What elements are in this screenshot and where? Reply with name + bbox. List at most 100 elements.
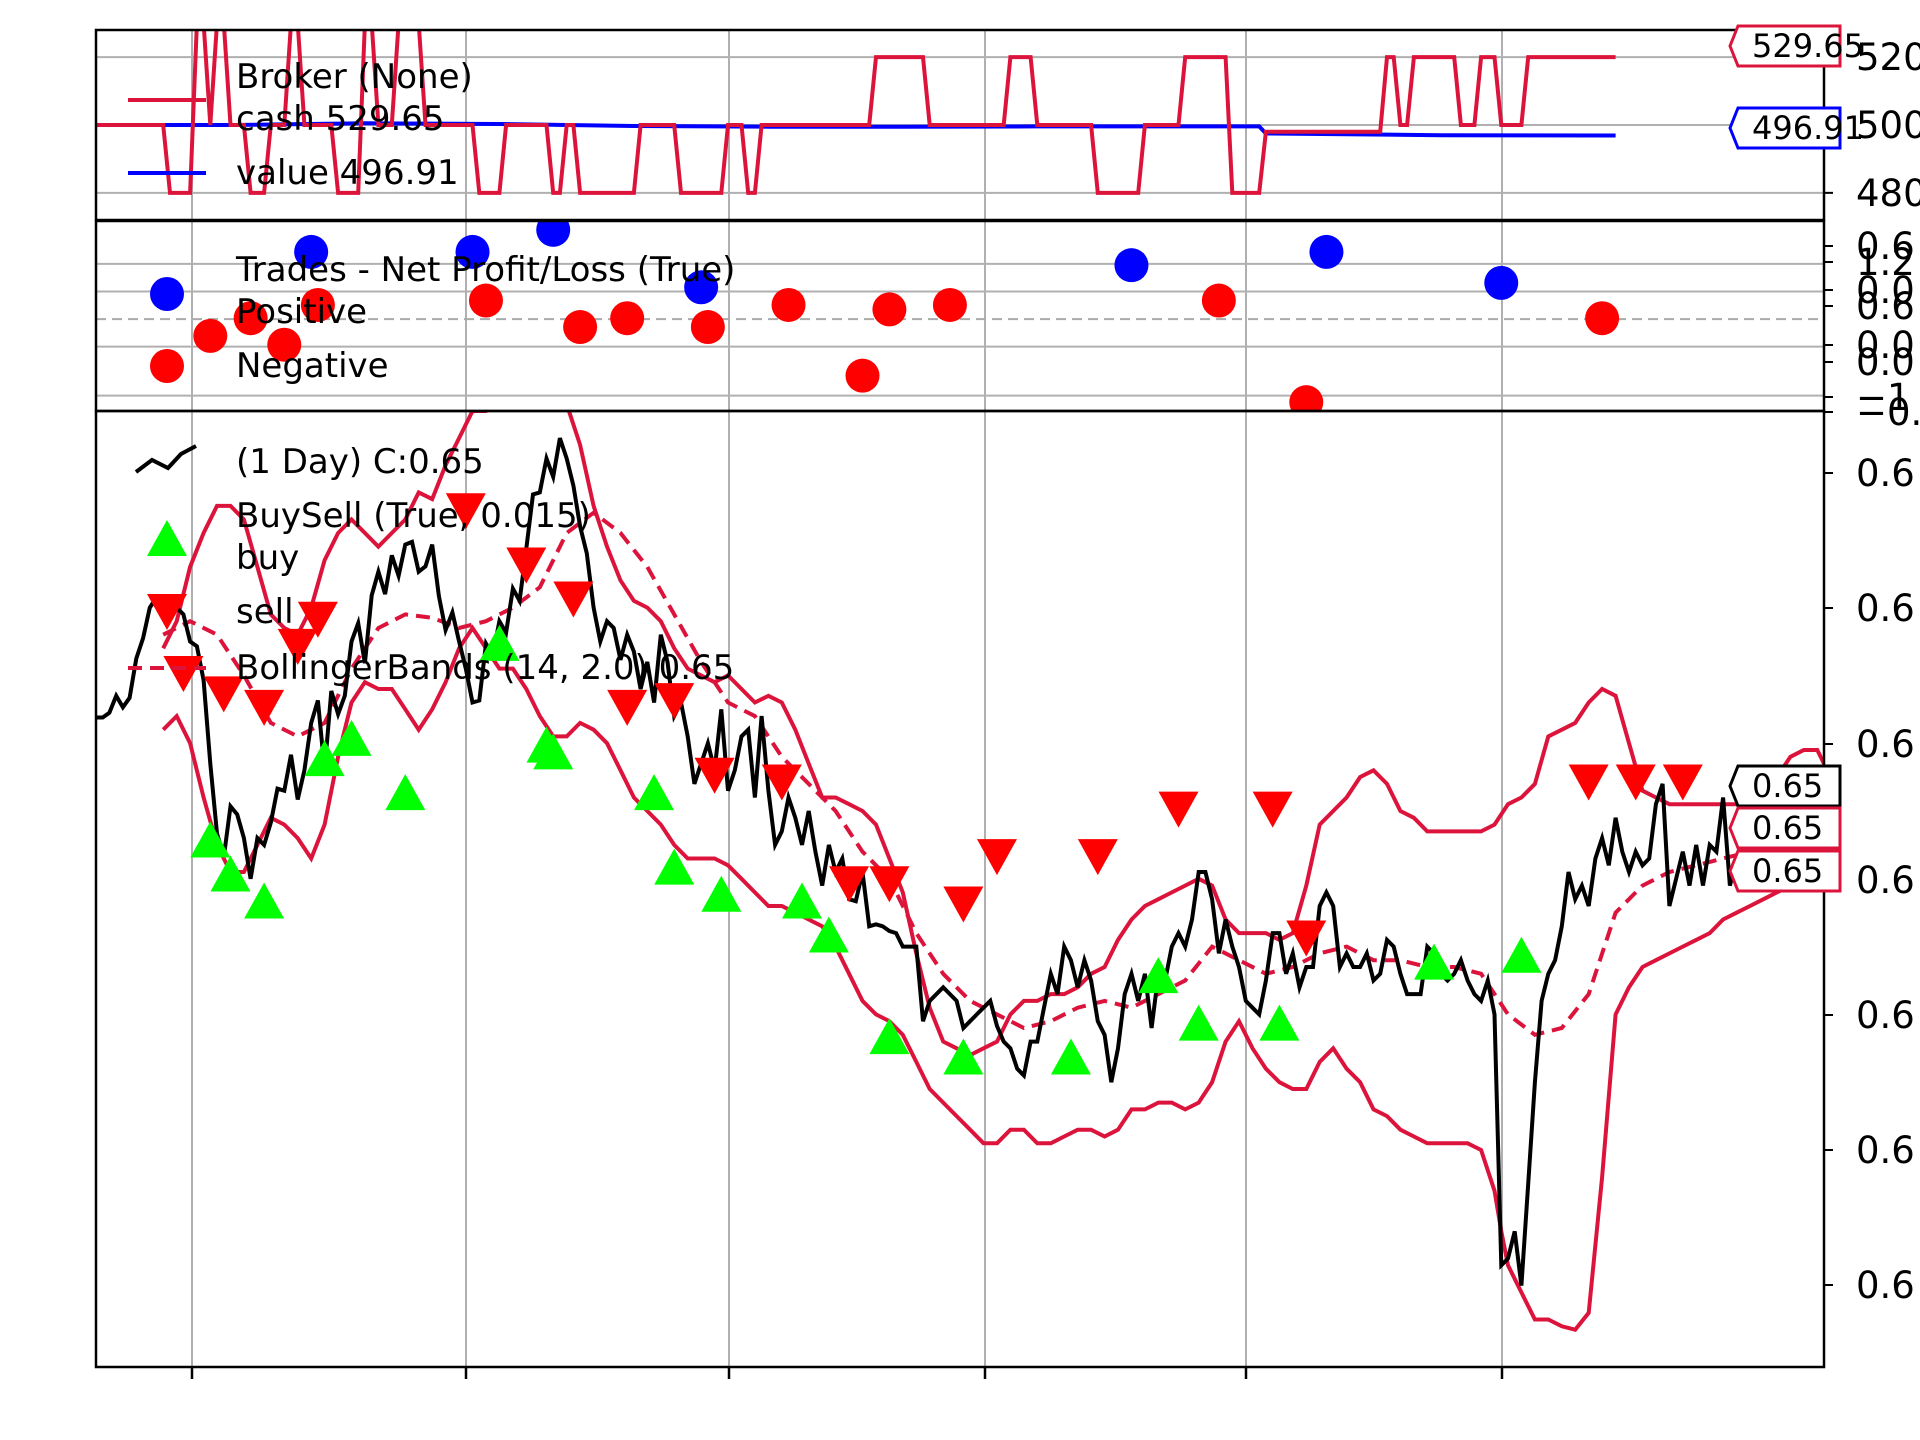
value-last-value-tag: 496.91 xyxy=(1728,106,1864,150)
trade-negative-point xyxy=(610,301,645,336)
price-legend-buy: buy xyxy=(236,538,299,578)
y-tick-label: 1.2 xyxy=(1856,241,1915,284)
trade-negative-point xyxy=(300,287,335,322)
cash-last-value-tag-label: 529.65 xyxy=(1752,27,1864,65)
trade-negative-point xyxy=(563,310,598,345)
sell-marker xyxy=(297,601,338,638)
broker-y-axis: 480 500 520 xyxy=(1824,36,1920,215)
y-tick-label: −1 xyxy=(1856,376,1911,419)
sell-marker xyxy=(1077,839,1118,876)
bollinger-top-last-value-tag-box xyxy=(1728,806,1842,850)
y-tick-label: 480 xyxy=(1856,172,1920,215)
legend-handle-positive xyxy=(150,277,184,311)
sell-marker xyxy=(761,764,802,801)
bollinger-top-last-value-tag-label: 0.65 xyxy=(1752,809,1823,847)
trades-legend: Trades - Net Profit/Loss (True)Positive N… xyxy=(150,250,735,386)
cash-last-value-tag-box xyxy=(1728,24,1842,68)
y-tick-label: 500 xyxy=(1856,104,1920,147)
price-legend-close: (1 Day) C:0.65 xyxy=(236,442,484,482)
trade-negative-point xyxy=(872,292,907,327)
y-tick-label: 520 xyxy=(1856,36,1920,79)
bollinger-mid-line xyxy=(162,510,1824,1037)
trade-negative-point xyxy=(193,318,228,353)
buy-marker xyxy=(943,1038,984,1075)
cash-last-value-tag: 529.65 xyxy=(1728,24,1864,68)
trades-points xyxy=(193,221,1620,411)
sell-marker xyxy=(1286,920,1327,957)
trade-positive-point xyxy=(1309,234,1344,269)
broker-series xyxy=(96,30,1616,195)
legend-handle-negative xyxy=(150,349,184,383)
trade-negative-point xyxy=(932,287,967,322)
buy-marker xyxy=(1050,1038,1091,1075)
sell-marker xyxy=(244,689,285,726)
trade-positive-point xyxy=(1484,265,1519,300)
trades-legend-negative: Negative xyxy=(236,346,389,386)
y-tick-label: 0.0 xyxy=(1856,324,1915,367)
price-legend-buysell: BuySell (True, 0.015) xyxy=(236,496,591,536)
y-tick-label: 0.6 xyxy=(1856,587,1915,630)
sell-marker xyxy=(1568,764,1609,801)
broker-legend-cash: cash 529.65 xyxy=(236,99,445,139)
sell-marker xyxy=(553,581,594,618)
sell-marker xyxy=(1662,764,1703,801)
y-tick-label: 0.0 xyxy=(1856,341,1915,384)
sell-marker xyxy=(607,689,648,726)
trade-positive-point xyxy=(684,270,719,305)
legend-handle-sell xyxy=(147,594,187,630)
broker-legend-value: value 496.91 xyxy=(236,153,459,193)
bollinger-bottom-last-value-tag: 0.65 xyxy=(1728,849,1842,893)
value-last-value-tag-label: 496.91 xyxy=(1752,109,1864,147)
buy-marker xyxy=(385,774,426,811)
y-tick-label: 0.6 xyxy=(1856,994,1915,1037)
trade-negative-point xyxy=(468,283,503,318)
close-line xyxy=(96,437,1824,1286)
sell-marker xyxy=(869,866,910,903)
broker-legend: Broker (None)cash 529.65 value 496.91 xyxy=(128,57,473,193)
price-legend-sell: sell xyxy=(236,592,294,632)
trades-horizontal-grid xyxy=(96,262,1824,397)
sell-marker xyxy=(445,493,486,530)
price-legend-bollinger: BollingerBands (14, 2.0) 0.65 xyxy=(236,648,734,688)
trade-negative-point xyxy=(690,310,725,345)
x-axis xyxy=(190,1367,1504,1379)
buy-marker xyxy=(1259,1004,1300,1041)
buy-marker xyxy=(1178,1004,1219,1041)
sell-marker xyxy=(943,886,984,923)
buy-marker xyxy=(654,848,695,885)
y-tick-label: 0.0 xyxy=(1856,269,1915,312)
buy-marker xyxy=(190,821,231,858)
close-last-value-tag-label: 0.65 xyxy=(1752,767,1823,805)
buy-marker xyxy=(701,875,742,912)
bollinger-bottom-last-value-tag-label: 0.65 xyxy=(1752,852,1823,890)
sell-marker xyxy=(203,676,244,713)
trades-legend-title: Trades - Net Profit/Loss (True) xyxy=(235,250,735,290)
trade-positive-point xyxy=(536,221,571,247)
buy-marker xyxy=(331,719,372,756)
close-last-value-tag: 0.65 xyxy=(1728,764,1842,808)
trades-vertical-grid xyxy=(191,221,1503,411)
legend-handle-close xyxy=(134,444,197,474)
trade-negative-point xyxy=(1585,301,1620,336)
broker-legend-title: Broker (None) xyxy=(236,57,473,97)
buy-marker xyxy=(781,882,822,919)
close-last-value-tag-box xyxy=(1728,764,1842,808)
y-tick-label: 0.6 xyxy=(1856,859,1915,902)
sell-marker xyxy=(163,656,204,693)
y-tick-label: 0.6 xyxy=(1856,225,1915,268)
sell-marker xyxy=(829,866,870,903)
buy-marker xyxy=(1501,936,1542,973)
trade-positive-point xyxy=(294,234,329,269)
sell-marker xyxy=(976,839,1017,876)
price-y-axis: 0.6 0.6 0.6 0.6 0.6 0.6 0.6 xyxy=(1824,452,1915,1307)
sell-marker xyxy=(1615,764,1656,801)
legend-handle-buy xyxy=(147,520,187,556)
trade-negative-point xyxy=(1201,283,1236,318)
bollinger-top-line xyxy=(161,411,1824,1058)
value-last-value-tag-box xyxy=(1728,106,1842,150)
buy-marker xyxy=(304,740,345,777)
y-tick-label: 0.6 xyxy=(1856,1129,1915,1172)
y-tick-label: 0.6 xyxy=(1856,1264,1915,1307)
trade-negative-point xyxy=(771,287,806,322)
